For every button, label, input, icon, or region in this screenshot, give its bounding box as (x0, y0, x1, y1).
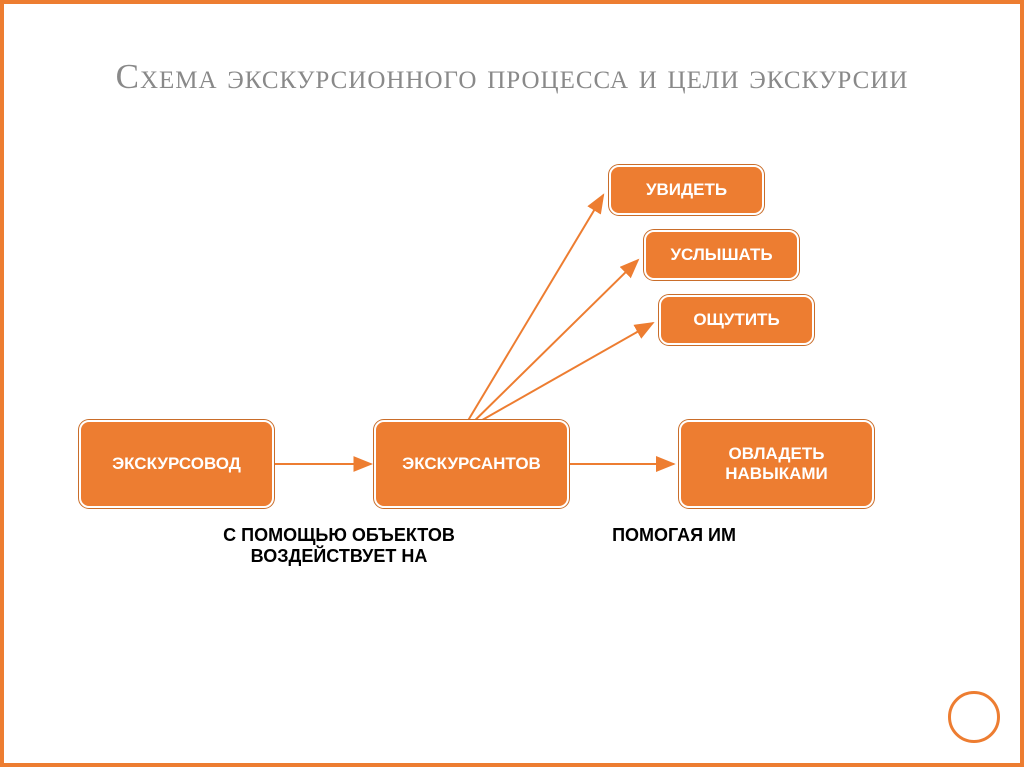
box-guide: ЭКСКУРСОВОД (79, 420, 274, 508)
box-see-text: УВИДЕТЬ (646, 180, 727, 200)
box-feel: ОЩУТИТЬ (659, 295, 814, 345)
box-tourists-text: ЭКСКУРСАНТОВ (402, 454, 541, 474)
box-hear: УСЛЫШАТЬ (644, 230, 799, 280)
corner-decoration-icon (948, 691, 1000, 743)
box-guide-text: ЭКСКУРСОВОД (112, 454, 241, 474)
box-skills: ОВЛАДЕТЬ НАВЫКАМИ (679, 420, 874, 508)
diagram-area: ЭКСКУРСОВОД ЭКСКУРСАНТОВ ОВЛАДЕТЬ НАВЫКА… (4, 120, 1020, 620)
slide-title: Схема экскурсионного процесса и цели экс… (4, 4, 1020, 120)
slide-container: Схема экскурсионного процесса и цели экс… (0, 0, 1024, 767)
box-see: УВИДЕТЬ (609, 165, 764, 215)
label-helping: ПОМОГАЯ ИМ (564, 525, 784, 546)
box-hear-text: УСЛЫШАТЬ (670, 245, 772, 265)
box-feel-text: ОЩУТИТЬ (693, 310, 779, 330)
box-skills-text: ОВЛАДЕТЬ НАВЫКАМИ (689, 444, 864, 484)
label-objects: С ПОМОЩЬЮ ОБЪЕКТОВ ВОЗДЕЙСТВУЕТ НА (154, 525, 524, 567)
label-helping-text: ПОМОГАЯ ИМ (612, 525, 736, 545)
box-tourists: ЭКСКУРСАНТОВ (374, 420, 569, 508)
label-objects-text: С ПОМОЩЬЮ ОБЪЕКТОВ ВОЗДЕЙСТВУЕТ НА (223, 525, 455, 566)
